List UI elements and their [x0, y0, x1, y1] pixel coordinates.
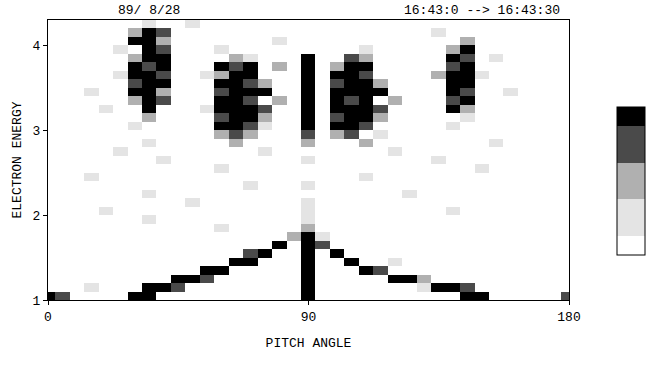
svg-text:3: 3	[33, 124, 41, 139]
svg-text:16:43:0 --> 16:43:30: 16:43:0 --> 16:43:30	[404, 3, 560, 18]
svg-text:ELECTRON ENERGY: ELECTRON ENERGY	[10, 101, 25, 218]
svg-text:4: 4	[33, 39, 41, 54]
svg-text:PITCH ANGLE: PITCH ANGLE	[266, 336, 352, 351]
svg-text:2: 2	[33, 209, 41, 224]
svg-text:90: 90	[301, 310, 317, 325]
svg-text:1: 1	[33, 294, 41, 309]
svg-text:89/ 8/28: 89/ 8/28	[118, 3, 180, 18]
svg-text:180: 180	[557, 310, 580, 325]
svg-text:0: 0	[44, 310, 52, 325]
